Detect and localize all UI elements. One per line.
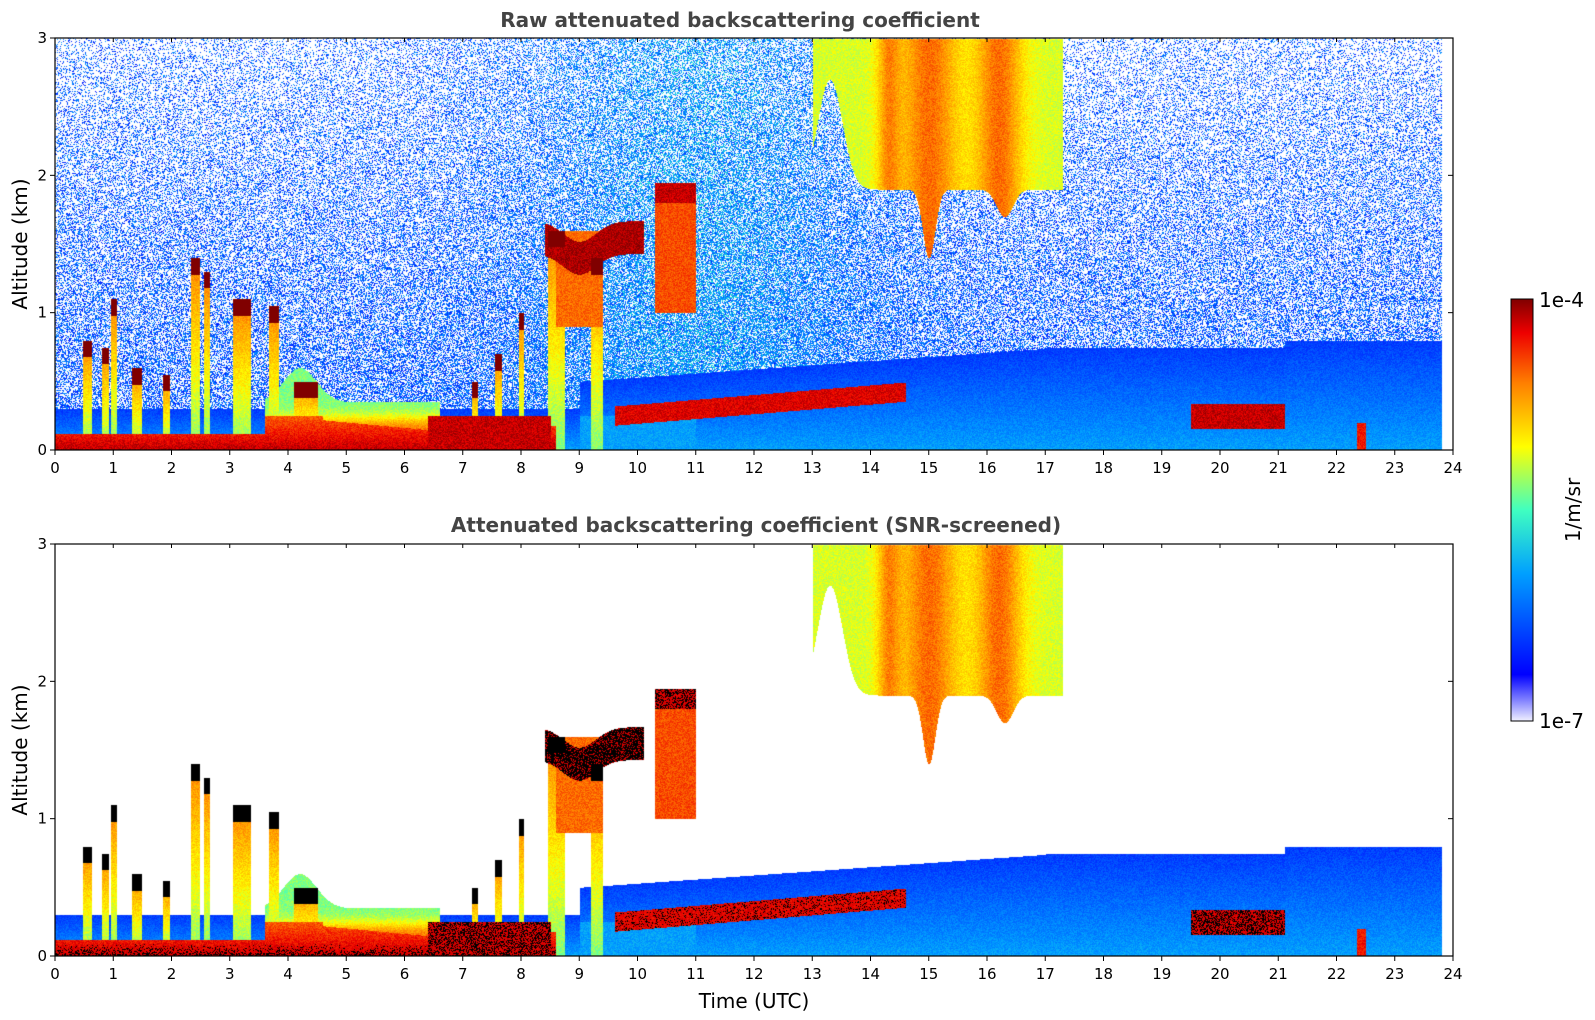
- x-tick-label: 9: [574, 965, 584, 983]
- x-tick-label: 24: [1443, 965, 1462, 983]
- x-tick-label: 1: [108, 965, 118, 983]
- y-tick-label: 1: [37, 304, 47, 322]
- x-tick-label: 14: [861, 459, 880, 477]
- x-tick-label: 22: [1327, 965, 1346, 983]
- x-tick-label: 3: [225, 965, 235, 983]
- y-axis-label-raw: Altitude (km): [8, 178, 32, 309]
- panel-screened: Attenuated backscattering coefficient (S…: [8, 513, 1463, 1013]
- x-tick-label: 8: [516, 459, 526, 477]
- x-tick-label: 18: [1094, 459, 1113, 477]
- x-axis-label: Time (UTC): [698, 989, 810, 1013]
- y-tick-label: 0: [37, 441, 47, 459]
- x-tick-label: 12: [744, 965, 763, 983]
- x-tick-label: 19: [1152, 965, 1171, 983]
- colorbar-gradient: [1510, 298, 1534, 722]
- x-tick-label: 10: [628, 459, 647, 477]
- x-tick-label: 5: [341, 965, 351, 983]
- panel-title-raw: Raw attenuated backscattering coefficien…: [500, 8, 980, 32]
- y-tick-label: 2: [37, 672, 47, 690]
- x-tick-label: 8: [516, 965, 526, 983]
- colorbar: 1e-4 1e-7 1/m/sr: [1510, 288, 1585, 733]
- x-tick-label: 5: [341, 459, 351, 477]
- x-tick-label: 11: [686, 459, 705, 477]
- x-tick-label: 13: [803, 459, 822, 477]
- x-tick-label: 16: [977, 965, 996, 983]
- x-tick-label: 20: [1210, 459, 1229, 477]
- y-tick-label: 3: [37, 29, 47, 47]
- colorbar-unit-label: 1/m/sr: [1561, 477, 1585, 542]
- x-tick-label: 22: [1327, 459, 1346, 477]
- y-tick-label: 3: [37, 535, 47, 553]
- x-tick-label: 24: [1443, 459, 1462, 477]
- x-tick-label: 12: [744, 459, 763, 477]
- x-tick-label: 21: [1269, 459, 1288, 477]
- heatmap-raw: [55, 38, 1453, 450]
- x-axis-screened: 0 1 2 3 4 5 6 7 8 9 10 11 12 13 14 15 16 17 18 19 20 21 22 23 24: [50, 544, 1463, 983]
- x-tick-label: 11: [686, 965, 705, 983]
- x-tick-label: 17: [1036, 965, 1055, 983]
- x-tick-label: 2: [167, 965, 177, 983]
- x-tick-label: 6: [400, 459, 410, 477]
- x-tick-label: 19: [1152, 459, 1171, 477]
- x-tick-label: 4: [283, 965, 293, 983]
- y-tick-label: 0: [37, 947, 47, 965]
- x-tick-label: 7: [458, 459, 468, 477]
- x-axis-raw: 0 1 2 3 4 5 6 7 8 9 10 11 12 13 14 15 16 17 18 19 20 21 22 23 24: [50, 38, 1463, 477]
- heatmap-screened: [55, 544, 1453, 956]
- panel-title-screened: Attenuated backscattering coefficient (S…: [451, 513, 1061, 537]
- x-tick-label: 10: [628, 965, 647, 983]
- x-tick-label: 7: [458, 965, 468, 983]
- colorbar-max-label: 1e-4: [1539, 288, 1584, 312]
- y-axis-screened: 0 1 2 3: [37, 535, 1453, 965]
- x-tick-label: 23: [1385, 965, 1404, 983]
- x-tick-label: 23: [1385, 459, 1404, 477]
- y-tick-label: 1: [37, 810, 47, 828]
- x-tick-label: 15: [919, 965, 938, 983]
- x-tick-label: 2: [167, 459, 177, 477]
- x-tick-label: 4: [283, 459, 293, 477]
- panel-raw: Raw attenuated backscattering coefficien…: [8, 8, 1463, 477]
- x-tick-label: 18: [1094, 965, 1113, 983]
- y-axis-raw: 0 1 2 3: [37, 29, 1453, 459]
- x-tick-label: 14: [861, 965, 880, 983]
- x-tick-label: 16: [977, 459, 996, 477]
- x-tick-label: 3: [225, 459, 235, 477]
- x-tick-label: 1: [108, 459, 118, 477]
- x-tick-label: 6: [400, 965, 410, 983]
- y-tick-label: 2: [37, 166, 47, 184]
- y-axis-label-screened: Altitude (km): [8, 684, 32, 815]
- x-tick-label: 15: [919, 459, 938, 477]
- x-tick-label: 13: [803, 965, 822, 983]
- x-tick-label: 0: [50, 459, 60, 477]
- x-tick-label: 20: [1210, 965, 1229, 983]
- x-tick-label: 21: [1269, 965, 1288, 983]
- x-tick-label: 17: [1036, 459, 1055, 477]
- colorbar-min-label: 1e-7: [1539, 709, 1584, 733]
- x-tick-label: 0: [50, 965, 60, 983]
- x-tick-label: 9: [574, 459, 584, 477]
